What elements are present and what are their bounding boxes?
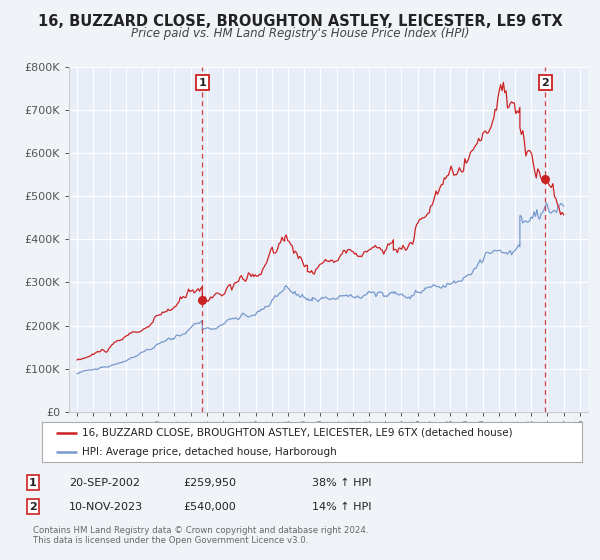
Text: 10-NOV-2023: 10-NOV-2023 — [69, 502, 143, 512]
Text: £540,000: £540,000 — [183, 502, 236, 512]
Text: 1: 1 — [199, 78, 206, 88]
Text: Contains HM Land Registry data © Crown copyright and database right 2024.: Contains HM Land Registry data © Crown c… — [33, 526, 368, 535]
Text: 20-SEP-2002: 20-SEP-2002 — [69, 478, 140, 488]
Text: 2: 2 — [541, 78, 549, 88]
Text: £259,950: £259,950 — [183, 478, 236, 488]
Text: 1: 1 — [29, 478, 37, 488]
Text: 38% ↑ HPI: 38% ↑ HPI — [312, 478, 371, 488]
Text: 2: 2 — [29, 502, 37, 512]
Text: 14% ↑ HPI: 14% ↑ HPI — [312, 502, 371, 512]
Text: Price paid vs. HM Land Registry's House Price Index (HPI): Price paid vs. HM Land Registry's House … — [131, 27, 469, 40]
Text: This data is licensed under the Open Government Licence v3.0.: This data is licensed under the Open Gov… — [33, 536, 308, 545]
Text: HPI: Average price, detached house, Harborough: HPI: Average price, detached house, Harb… — [83, 446, 337, 456]
Text: 16, BUZZARD CLOSE, BROUGHTON ASTLEY, LEICESTER, LE9 6TX (detached house): 16, BUZZARD CLOSE, BROUGHTON ASTLEY, LEI… — [83, 428, 513, 438]
Text: 16, BUZZARD CLOSE, BROUGHTON ASTLEY, LEICESTER, LE9 6TX: 16, BUZZARD CLOSE, BROUGHTON ASTLEY, LEI… — [38, 14, 562, 29]
